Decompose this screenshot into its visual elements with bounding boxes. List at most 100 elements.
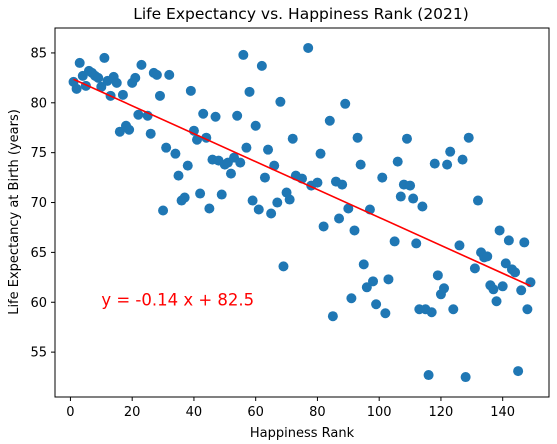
data-point	[494, 225, 505, 236]
data-point	[463, 132, 474, 143]
y-tick-label: 70	[30, 196, 47, 211]
plot-frame	[54, 27, 550, 398]
data-point	[216, 189, 227, 200]
data-point	[151, 69, 162, 80]
data-point	[315, 148, 326, 159]
data-point	[368, 276, 379, 287]
data-point	[244, 86, 255, 97]
data-point	[383, 274, 394, 285]
x-tick-label: 120	[429, 405, 454, 420]
x-tick-label: 0	[66, 405, 74, 420]
data-point	[448, 304, 459, 315]
data-point	[133, 109, 144, 120]
data-point	[272, 197, 283, 208]
data-point	[417, 201, 428, 212]
data-point	[429, 158, 440, 169]
data-point	[266, 208, 277, 219]
data-point	[500, 258, 511, 269]
data-point	[161, 142, 172, 153]
data-point	[170, 148, 181, 159]
data-point	[145, 128, 156, 139]
data-point	[426, 307, 437, 318]
data-point	[346, 293, 357, 304]
x-tick-label: 100	[367, 405, 392, 420]
data-point	[503, 235, 514, 246]
data-point	[408, 193, 419, 204]
data-point	[182, 160, 193, 171]
data-point	[253, 204, 264, 215]
data-point	[136, 59, 147, 70]
regression-line	[73, 78, 531, 287]
data-point	[432, 270, 443, 281]
data-point	[241, 142, 252, 153]
data-point	[74, 57, 85, 68]
data-point	[263, 144, 274, 155]
data-point	[392, 156, 403, 167]
data-point	[516, 285, 527, 296]
data-point	[287, 133, 298, 144]
data-point	[389, 236, 400, 247]
data-point	[340, 98, 351, 109]
regression-equation-label: y = -0.14 x + 82.5	[101, 290, 254, 309]
data-point	[164, 69, 175, 80]
data-point	[96, 81, 107, 92]
data-point	[198, 108, 209, 119]
data-point	[111, 77, 122, 88]
data-point	[395, 191, 406, 202]
y-axis-ticks: 55 60 65 70 75 80 85	[30, 46, 55, 361]
y-tick-label: 55	[30, 346, 47, 361]
data-point	[259, 172, 270, 183]
data-point	[371, 299, 382, 310]
data-point	[324, 115, 335, 126]
y-tick-label: 75	[30, 146, 47, 161]
data-point	[185, 85, 196, 96]
data-point	[401, 133, 412, 144]
data-point	[327, 311, 338, 322]
data-point	[114, 126, 125, 137]
data-point	[472, 195, 483, 206]
data-point	[522, 304, 533, 315]
data-point	[250, 120, 261, 131]
data-point	[491, 296, 502, 307]
x-axis-ticks: 0 20 40 60 80 100 120 140	[66, 397, 515, 420]
data-point	[488, 284, 499, 295]
data-point	[204, 203, 215, 214]
data-point	[380, 308, 391, 319]
data-point	[460, 372, 471, 383]
data-point	[130, 72, 141, 83]
data-point	[278, 261, 289, 272]
data-point	[225, 168, 236, 179]
data-point	[349, 225, 360, 236]
y-tick-label: 65	[30, 246, 47, 261]
data-point	[158, 205, 169, 216]
x-tick-label: 140	[490, 405, 515, 420]
data-point	[457, 154, 468, 165]
data-point	[247, 195, 258, 206]
data-point	[192, 134, 203, 145]
data-point	[303, 42, 314, 53]
data-point	[318, 221, 329, 232]
data-point	[154, 90, 165, 101]
data-point	[358, 259, 369, 270]
x-tick-label: 80	[309, 405, 326, 420]
data-point	[513, 366, 524, 377]
y-tick-label: 80	[30, 96, 47, 111]
data-point	[312, 177, 323, 188]
chart-title: Life Expectancy vs. Happiness Rank (2021…	[133, 5, 469, 23]
data-point	[275, 96, 286, 107]
x-tick-label: 60	[247, 405, 264, 420]
data-point	[334, 213, 345, 224]
data-point	[497, 281, 508, 292]
data-point	[352, 132, 363, 143]
data-point	[93, 72, 104, 83]
data-point	[361, 282, 372, 293]
x-axis-label: Happiness Rank	[250, 426, 355, 441]
y-tick-label: 85	[30, 46, 47, 61]
data-point	[411, 238, 422, 249]
data-point	[423, 370, 434, 381]
data-point	[377, 172, 388, 183]
data-point	[469, 263, 480, 274]
data-point	[232, 110, 243, 121]
x-tick-label: 40	[186, 405, 203, 420]
